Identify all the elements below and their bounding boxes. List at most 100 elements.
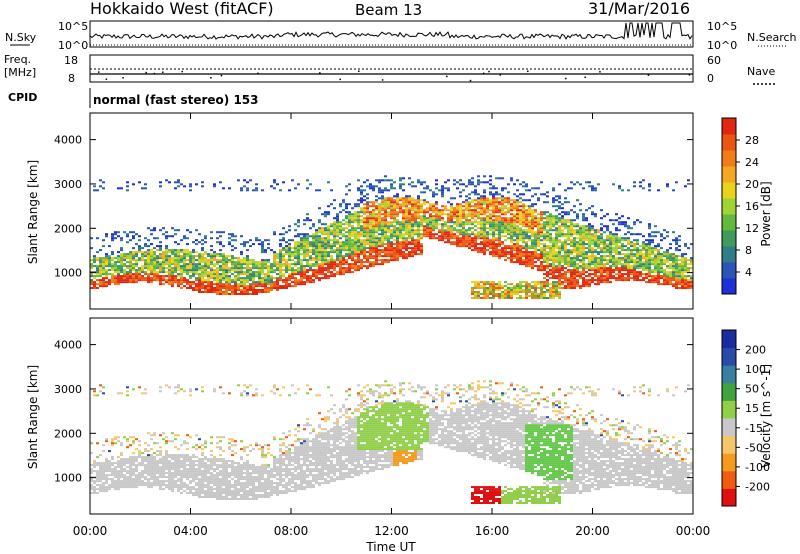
power-cell <box>600 259 603 262</box>
power-cell <box>612 219 615 222</box>
power-cell <box>555 261 558 264</box>
power-cell <box>552 257 555 260</box>
power-cell <box>456 217 459 220</box>
power-cell <box>243 243 246 246</box>
power-cell <box>399 197 402 200</box>
power-cell <box>264 267 267 270</box>
power-cell <box>525 199 528 202</box>
power-cell <box>243 285 246 288</box>
power-cell <box>474 283 477 286</box>
power-cell <box>519 221 522 224</box>
power-cell <box>156 259 159 262</box>
power-cell <box>345 185 348 188</box>
power-cell <box>567 261 570 264</box>
power-cell <box>525 217 528 220</box>
power-cell <box>501 211 504 214</box>
power-cell <box>402 217 405 220</box>
power-cell <box>261 249 264 252</box>
power-cell <box>519 255 522 258</box>
power-cell <box>267 283 270 286</box>
power-cell <box>351 225 354 228</box>
power-cell <box>501 197 504 200</box>
power-cell <box>564 223 567 226</box>
power-cell <box>555 221 558 224</box>
power-cell <box>564 239 567 242</box>
power-cell <box>426 217 429 220</box>
power-cell <box>459 195 462 198</box>
power-cell <box>231 267 234 270</box>
power-cell <box>300 259 303 262</box>
power-cell <box>558 227 561 230</box>
power-cell <box>186 271 189 274</box>
power-cell <box>522 285 525 288</box>
power-cell <box>561 215 564 218</box>
power-cell <box>555 205 558 208</box>
power-cell <box>315 237 318 240</box>
power-cell <box>591 241 594 244</box>
power-cell <box>498 295 501 297</box>
power-cell <box>492 229 495 232</box>
power-cell <box>630 269 633 272</box>
power-cell <box>558 225 561 228</box>
power-cell <box>642 261 645 264</box>
power-cell <box>378 221 381 224</box>
power-cell <box>660 277 663 280</box>
power-cell <box>504 245 507 248</box>
power-cell <box>597 271 600 274</box>
power-cell <box>360 261 363 264</box>
power-cell <box>474 239 477 242</box>
power-cell <box>246 189 249 192</box>
power-cell <box>552 253 555 256</box>
power-cell <box>183 261 186 264</box>
power-cell <box>240 263 243 266</box>
power-cell <box>348 257 351 260</box>
power-cell <box>591 213 594 216</box>
power-cell <box>555 217 558 220</box>
power-cell <box>147 275 150 278</box>
power-cell <box>273 253 276 256</box>
power-cell <box>387 213 390 216</box>
power-cell <box>366 207 369 210</box>
power-cell <box>576 281 579 284</box>
power-cell <box>576 267 579 270</box>
power-cell <box>183 253 186 256</box>
power-cell <box>648 269 651 272</box>
power-cell <box>228 283 231 286</box>
power-cell <box>159 265 162 268</box>
power-cell <box>141 267 144 270</box>
power-cell <box>102 277 105 280</box>
power-cell <box>618 267 621 270</box>
power-cell <box>270 249 273 252</box>
power-cell <box>315 189 318 192</box>
colorbar-swatch <box>722 198 736 215</box>
power-cell <box>561 267 564 270</box>
power-cell <box>261 251 264 254</box>
power-cell <box>261 279 264 282</box>
power-cell <box>459 221 462 224</box>
power-cell <box>525 281 528 284</box>
power-cell <box>480 285 483 288</box>
power-cell <box>462 227 465 230</box>
power-cell <box>405 197 408 200</box>
power-cell <box>648 225 651 228</box>
power-cell <box>90 265 93 268</box>
power-cell <box>471 181 474 184</box>
power-cell <box>99 281 102 284</box>
power-cell <box>567 269 570 272</box>
power-cell <box>624 255 627 258</box>
power-cell <box>597 235 600 238</box>
power-cell <box>360 229 363 232</box>
power-cell <box>567 287 570 289</box>
power-cell <box>390 257 393 260</box>
power-cell <box>678 255 681 258</box>
power-cell <box>573 251 576 254</box>
power-cell <box>246 273 249 276</box>
power-cell <box>558 219 561 222</box>
power-cell <box>327 243 330 246</box>
power-cell <box>663 255 666 258</box>
power-cell <box>516 213 519 216</box>
power-cell <box>390 247 393 250</box>
power-cell <box>453 241 456 244</box>
power-cell <box>492 251 495 254</box>
power-cell <box>195 287 198 289</box>
